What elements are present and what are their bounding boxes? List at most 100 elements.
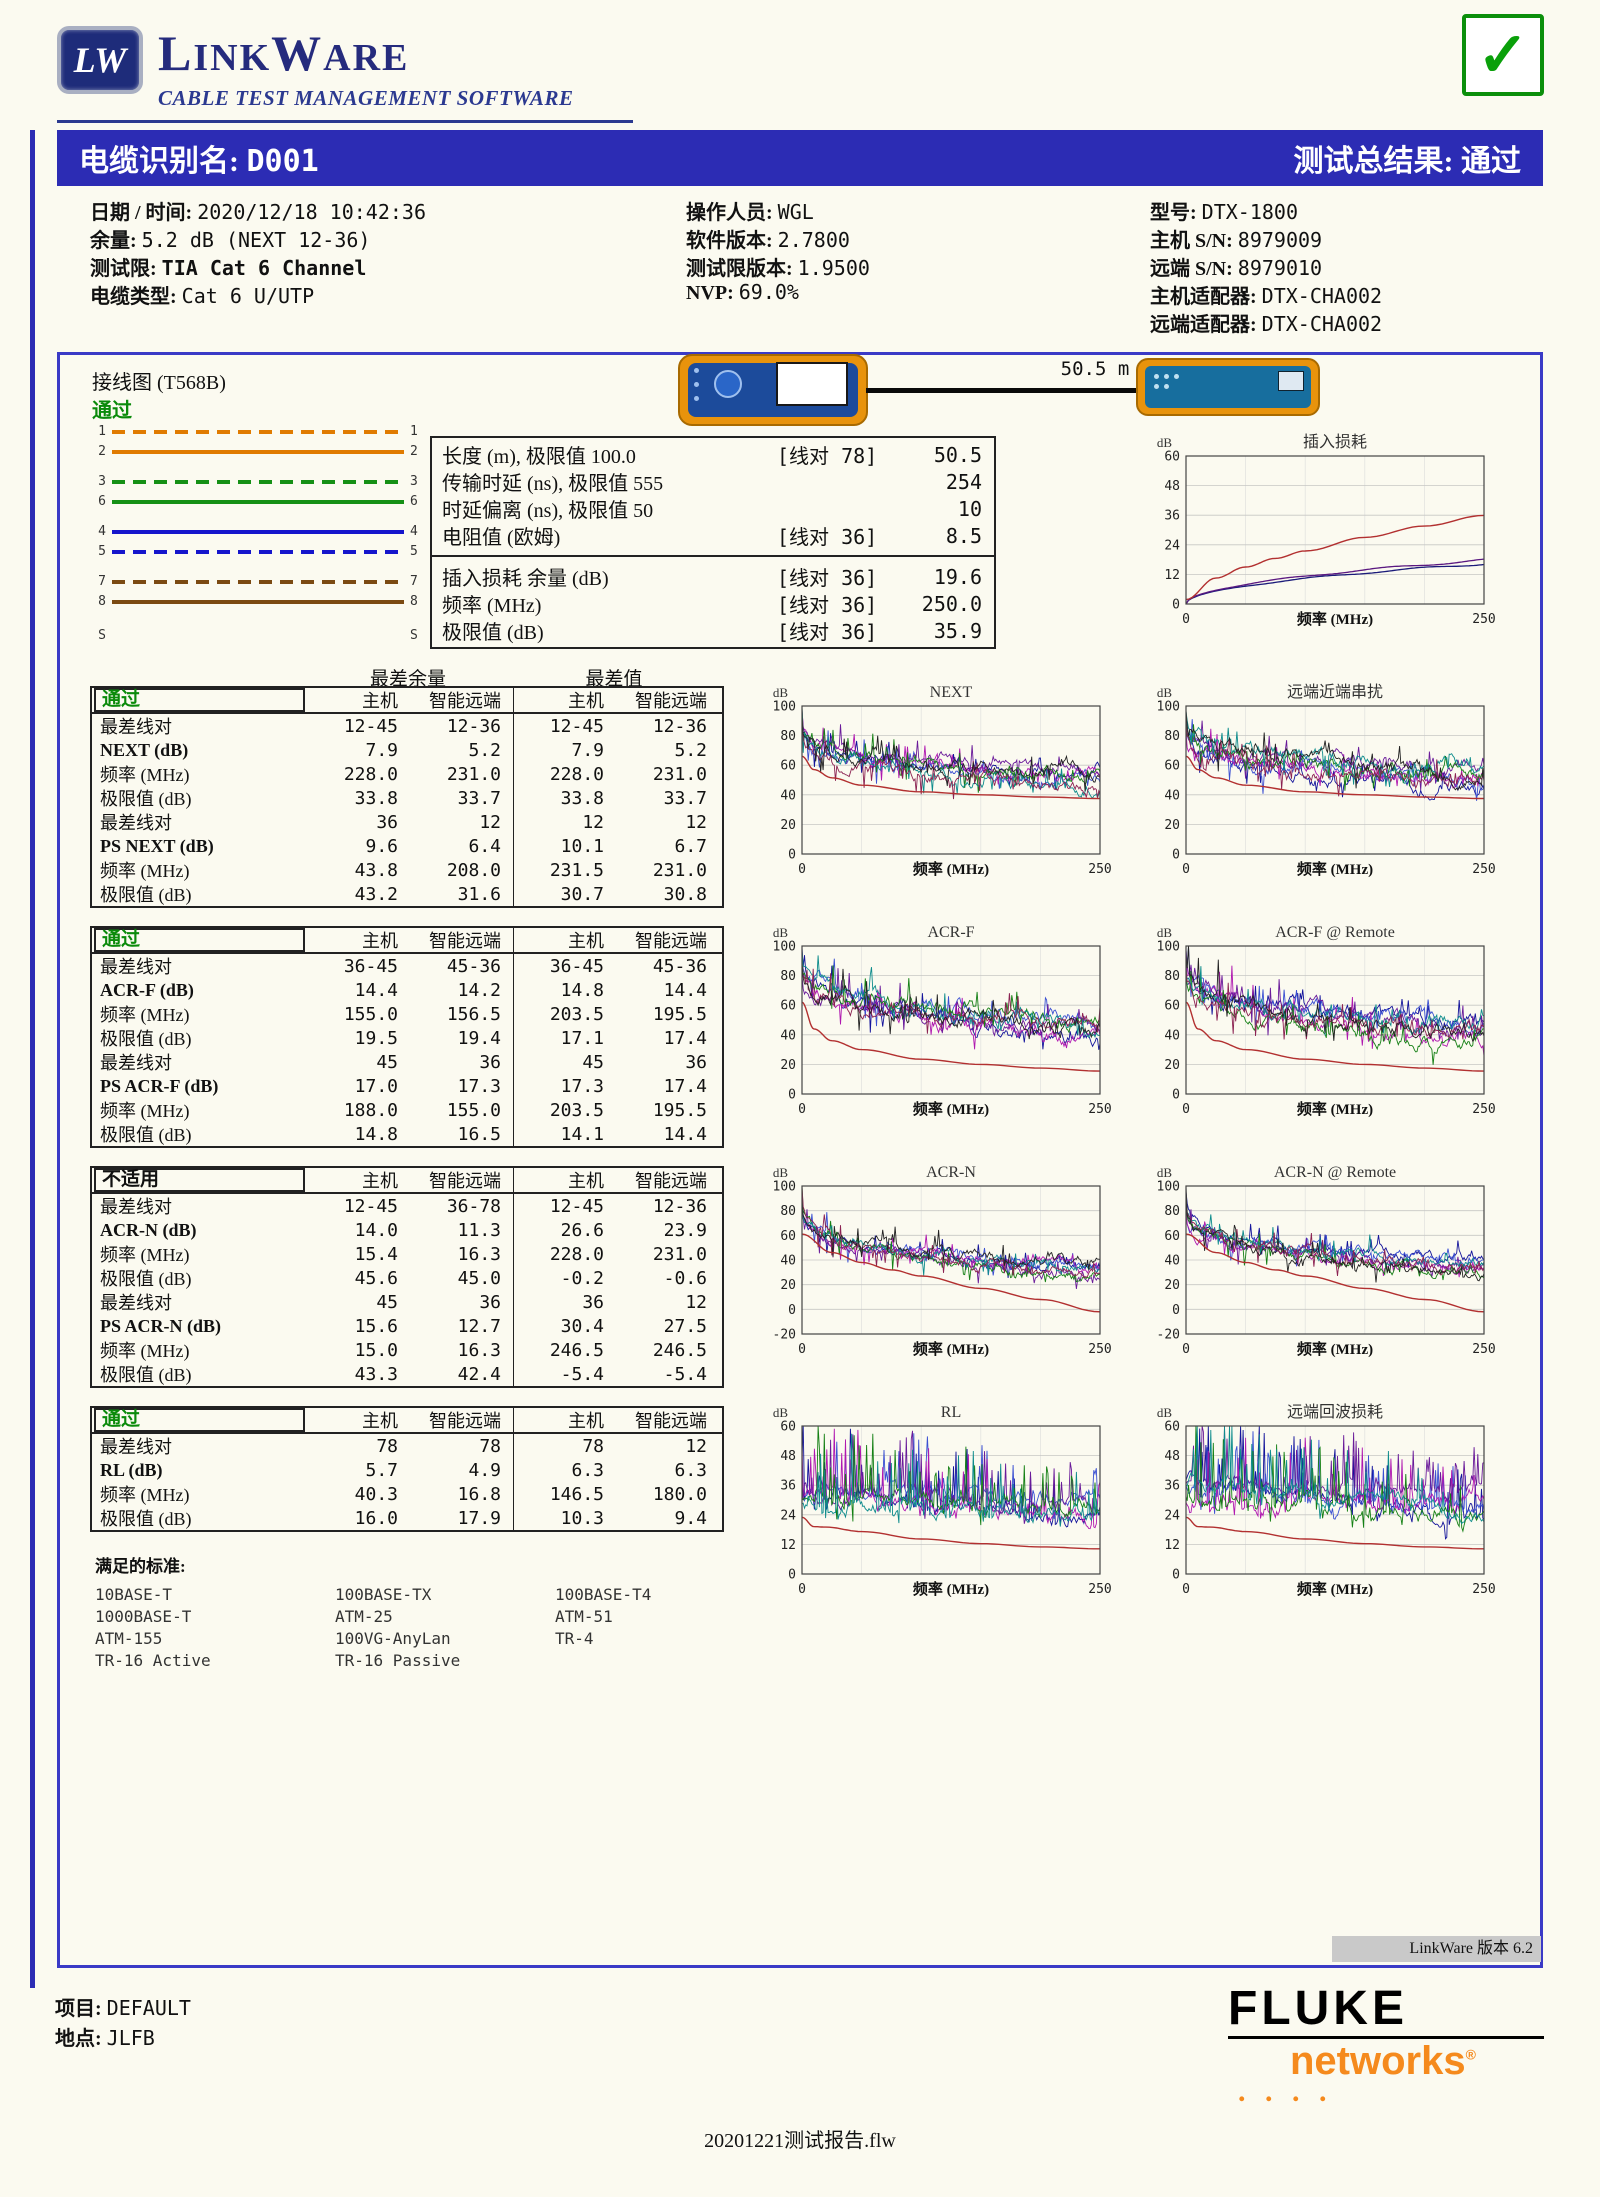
row-label: ACR-F (dB) bbox=[100, 979, 194, 1000]
cell-value: 228.0 bbox=[549, 1243, 604, 1265]
row-label: 频率 (MHz) bbox=[100, 1485, 190, 1505]
svg-text:20: 20 bbox=[780, 1058, 796, 1073]
cell-value: 33.8 bbox=[560, 787, 604, 809]
cell-value: 27.5 bbox=[663, 1315, 707, 1337]
info-line: 软件版本: 2.7800 bbox=[686, 224, 870, 252]
cell-value: 7.9 bbox=[571, 739, 604, 761]
cell-value: 180.0 bbox=[652, 1483, 707, 1505]
length-table-row: 频率 (MHz) [线对 36] 250.0 bbox=[432, 590, 994, 618]
cell-value: 33.7 bbox=[457, 787, 501, 809]
chart-acrf-remote: ACR-F @ Remote dB 100 80 60 40 20 0 0 250 频率 (MHz) bbox=[1140, 922, 1502, 1137]
info-label: 测试限: bbox=[90, 258, 157, 280]
table-row: 极限值 (dB) 19.5 19.4 17.1 17.4 bbox=[92, 1026, 722, 1050]
pin-number-right: 8 bbox=[410, 594, 418, 609]
row-label: 极限值 (dB) bbox=[442, 622, 544, 644]
cell-value: 203.5 bbox=[549, 1099, 604, 1121]
table-row: ACR-F (dB) 14.4 14.2 14.8 14.4 bbox=[92, 978, 722, 1002]
row-label: ACR-N (dB) bbox=[100, 1219, 197, 1240]
info-label: 远端 S/N: bbox=[1150, 258, 1233, 280]
cell-value: 203.5 bbox=[549, 1003, 604, 1025]
svg-text:40: 40 bbox=[780, 788, 796, 803]
logo-tagline: CABLE TEST MANAGEMENT SOFTWARE bbox=[158, 86, 574, 110]
pin-number-right: 6 bbox=[410, 494, 418, 509]
svg-text:频率 (MHz): 频率 (MHz) bbox=[913, 1340, 989, 1358]
logo-letter: L bbox=[158, 25, 194, 81]
table-row: RL (dB) 5.7 4.9 6.3 6.3 bbox=[92, 1458, 722, 1482]
status-badge: 通过 bbox=[94, 688, 305, 712]
svg-text:-20: -20 bbox=[773, 1328, 796, 1343]
cell-value: 16.8 bbox=[457, 1483, 501, 1505]
pass-check-icon: ✓ bbox=[1462, 14, 1544, 96]
cell-value: 8.5 bbox=[945, 523, 982, 548]
table-row: 最差线对 36-45 45-36 36-45 45-36 bbox=[92, 954, 722, 978]
pin-number-left: 1 bbox=[98, 424, 106, 439]
standard-item: ATM-25 bbox=[335, 1607, 393, 1626]
row-label: 极限值 (dB) bbox=[100, 885, 192, 905]
svg-text:0: 0 bbox=[1172, 1303, 1180, 1318]
site-line: 地点: JLFB bbox=[55, 2022, 155, 2051]
table-row: NEXT (dB) 7.9 5.2 7.9 5.2 bbox=[92, 738, 722, 762]
cell-value: -0.2 bbox=[560, 1267, 604, 1289]
pin-number-left: 8 bbox=[98, 594, 106, 609]
svg-text:250: 250 bbox=[1472, 1102, 1495, 1117]
result-value: 通过 bbox=[1461, 145, 1521, 178]
row-label: 极限值 (dB) bbox=[100, 1365, 192, 1385]
standards-row: 1000BASE-T ATM-25 ATM-51 bbox=[95, 1607, 651, 1629]
svg-text:60: 60 bbox=[780, 1420, 796, 1435]
fluke-networks-logo: FLUKE networks® . . . . bbox=[1228, 1983, 1544, 2109]
row-label: NEXT (dB) bbox=[100, 739, 189, 760]
svg-text:20: 20 bbox=[1164, 1278, 1180, 1293]
cell-value: 5.7 bbox=[365, 1459, 398, 1481]
wiremap-title: 接线图 (T568B) bbox=[92, 372, 226, 394]
table-row: 最差线对 36 12 12 12 bbox=[92, 810, 722, 834]
cell-value: 15.4 bbox=[354, 1243, 398, 1265]
cell-value: -5.4 bbox=[560, 1363, 604, 1385]
svg-text:80: 80 bbox=[1164, 729, 1180, 744]
svg-text:20: 20 bbox=[780, 1278, 796, 1293]
column-header: 主机 bbox=[568, 931, 604, 951]
svg-text:60: 60 bbox=[780, 759, 796, 774]
column-header: 智能远端 bbox=[429, 931, 501, 951]
cell-value: 254 bbox=[945, 469, 982, 494]
info-column-2: 操作人员: WGL 软件版本: 2.7800 测试限版本: 1.9500 NVP: 6… bbox=[686, 196, 870, 308]
cell-value: 45 bbox=[376, 1291, 398, 1313]
svg-text:60: 60 bbox=[780, 1229, 796, 1244]
column-header: 智能远端 bbox=[635, 1411, 707, 1431]
info-value: TIA Cat 6 Channel bbox=[161, 256, 367, 280]
logo-mark: LW bbox=[73, 40, 127, 80]
cable-length-label: 50.5 m bbox=[1060, 358, 1130, 380]
row-label: PS ACR-F (dB) bbox=[100, 1075, 219, 1096]
remote-unit-graphic bbox=[1136, 358, 1320, 416]
length-table-row: 电阻值 (欧姆) [线对 36] 8.5 bbox=[432, 522, 994, 550]
column-header: 智能远端 bbox=[635, 1171, 707, 1191]
length-table-row: 长度 (m), 极限值 100.0 [线对 78] 50.5 bbox=[432, 441, 994, 469]
column-header: 主机 bbox=[362, 1171, 398, 1191]
cell-value: 43.2 bbox=[354, 883, 398, 905]
info-column-3: 型号: DTX-1800 主机 S/N: 8979009 远端 S/N: 89790… bbox=[1150, 196, 1382, 336]
svg-text:0: 0 bbox=[1172, 1088, 1180, 1103]
pin-number-left: 3 bbox=[98, 474, 106, 489]
standard-item: ATM-155 bbox=[95, 1629, 163, 1648]
cell-value: 12 bbox=[479, 811, 501, 833]
svg-text:20: 20 bbox=[1164, 1058, 1180, 1073]
svg-text:0: 0 bbox=[1172, 848, 1180, 863]
info-line: 型号: DTX-1800 bbox=[1150, 196, 1382, 224]
cell-value: 246.5 bbox=[549, 1339, 604, 1361]
standard-item: 100BASE-TX bbox=[335, 1585, 432, 1604]
pair-ref: [线对 36] bbox=[777, 525, 878, 549]
cell-value: 231.0 bbox=[446, 763, 501, 785]
results-table: 通过 主机 智能远端 主机 智能远端 最差线对 12-45 12-36 12-45 12-36 NE… bbox=[90, 686, 724, 908]
svg-text:100: 100 bbox=[773, 940, 796, 955]
cell-value: 19.6 bbox=[933, 564, 982, 589]
standards-title: 满足的标准: bbox=[95, 1557, 186, 1576]
left-accent-strip bbox=[30, 130, 35, 1988]
cell-value: 228.0 bbox=[343, 763, 398, 785]
svg-text:80: 80 bbox=[780, 729, 796, 744]
cell-value: 231.0 bbox=[652, 859, 707, 881]
svg-text:100: 100 bbox=[773, 700, 796, 715]
wire-line bbox=[112, 600, 404, 604]
chart-acrn: ACR-N dB 100 80 60 40 20 0 -20 0 250 频率 (MHz) bbox=[756, 1162, 1118, 1377]
